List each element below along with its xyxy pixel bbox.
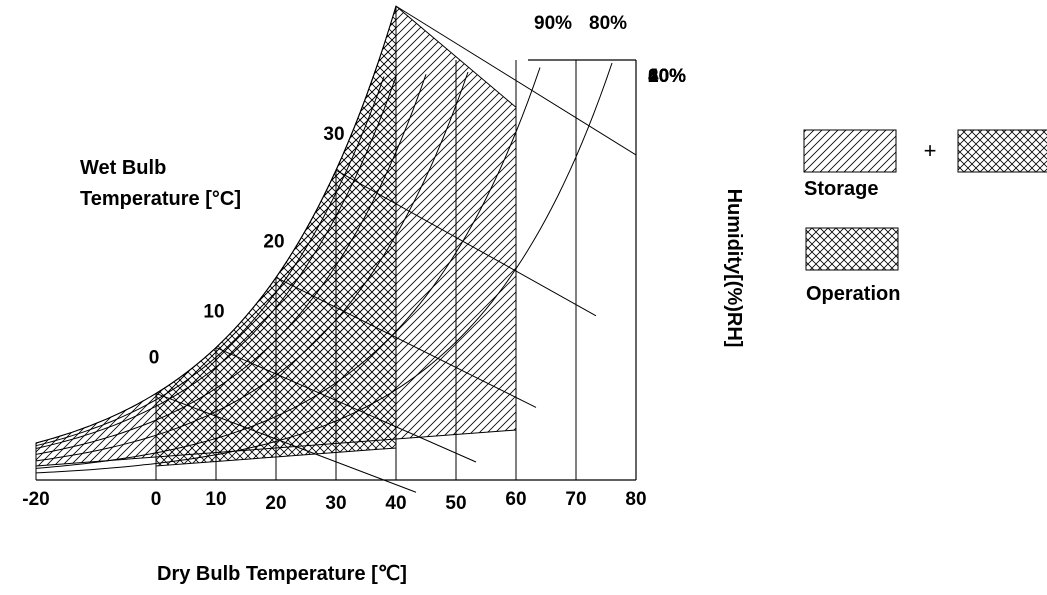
rh-curve bbox=[35, 74, 427, 455]
legend: + Storage Operation bbox=[803, 129, 1047, 305]
x-tick-label: 0 bbox=[151, 489, 162, 510]
x-tick-label: 70 bbox=[565, 489, 586, 510]
rh-curve bbox=[35, 76, 385, 447]
x-tick-label: 30 bbox=[325, 493, 346, 514]
wetbulb-tick-label: 30 bbox=[323, 124, 344, 145]
x-tick-label: -20 bbox=[22, 489, 49, 510]
x-tick-label: 60 bbox=[505, 489, 526, 510]
x-tick-label: 40 bbox=[385, 493, 406, 514]
grid-layer bbox=[35, 5, 637, 493]
rh-curve bbox=[35, 62, 379, 444]
legend-swatch-storage bbox=[803, 129, 897, 173]
wetbulb-line bbox=[215, 347, 477, 463]
y-axis-label: Humidity[(%)RH] bbox=[723, 189, 745, 348]
rh-curve bbox=[35, 76, 397, 449]
legend-plus: + bbox=[924, 138, 937, 163]
legend-swatch-operation bbox=[805, 227, 899, 271]
legend-swatch-storage-operation bbox=[957, 129, 1047, 173]
wetbulb-tick-label: 10 bbox=[203, 302, 224, 323]
x-tick-label: 50 bbox=[445, 493, 466, 514]
rh-tick-label: 10% bbox=[648, 66, 686, 87]
rh-tick-label: 20% bbox=[648, 66, 686, 87]
ticks-layer: -2001020304050607080010203040506060%40%2… bbox=[22, 13, 686, 514]
legend-label-operation: Operation bbox=[806, 283, 900, 305]
wetbulb-tick-label: 20 bbox=[263, 231, 284, 252]
wetbulb-tick-label: 0 bbox=[149, 347, 160, 368]
rh-curve bbox=[35, 67, 541, 469]
wetbulb-line bbox=[395, 5, 637, 156]
rh-top-label: 80% bbox=[589, 13, 627, 34]
wetbulb-line bbox=[155, 392, 417, 493]
legend-label-storage: Storage bbox=[804, 178, 878, 200]
x-tick-label: 80 bbox=[625, 489, 646, 510]
wetbulb-line bbox=[335, 169, 597, 317]
rh-curve bbox=[35, 71, 469, 462]
wetbulb-line bbox=[275, 277, 537, 408]
x-tick-label: 10 bbox=[205, 489, 226, 510]
wetbulb-label-line2: Temperature [°C] bbox=[80, 188, 241, 210]
rh-tick-label: 60% bbox=[648, 66, 686, 87]
wetbulb-label-line1: Wet Bulb bbox=[80, 157, 166, 179]
x-axis-label: Dry Bulb Temperature [℃] bbox=[157, 563, 407, 585]
x-tick-label: 20 bbox=[265, 493, 286, 514]
rh-curve bbox=[35, 62, 613, 474]
rh-tick-label: 40% bbox=[648, 66, 686, 87]
rh-top-label: 90% bbox=[534, 13, 572, 34]
